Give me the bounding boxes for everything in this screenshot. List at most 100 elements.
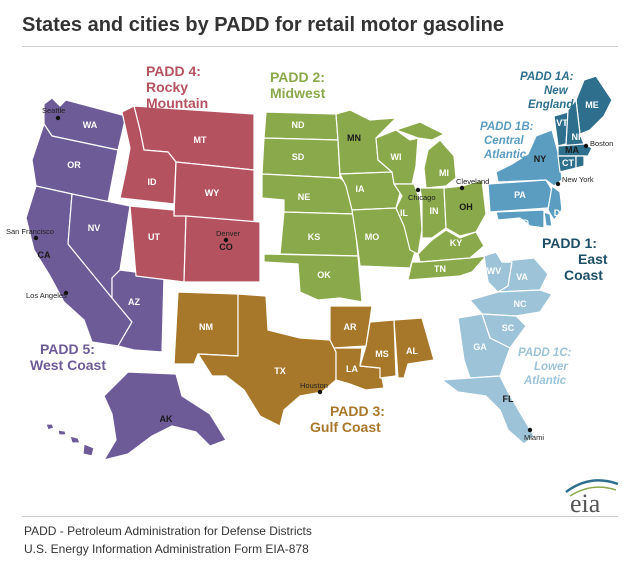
state-label-tn: TN bbox=[434, 264, 446, 274]
padd1b-label-line1: PADD 1B: bbox=[480, 121, 534, 133]
padd4-region: MT ID WY UT CO bbox=[119, 105, 261, 283]
eia-logo: eia bbox=[565, 479, 619, 518]
padd3-label-line2: Gulf Coast bbox=[310, 419, 381, 435]
city-dot-los-angeles bbox=[63, 290, 69, 296]
city-dot-boston bbox=[583, 143, 589, 149]
state-label-me: ME bbox=[585, 100, 599, 110]
state-label-ga: GA bbox=[473, 342, 487, 352]
state-ri bbox=[575, 155, 585, 169]
state-label-wv: WV bbox=[487, 266, 502, 276]
padd4-label-line1: PADD 4: bbox=[146, 63, 201, 79]
state-label-la: LA bbox=[346, 364, 358, 374]
state-de bbox=[543, 211, 553, 227]
state-label-oh: OH bbox=[459, 202, 473, 212]
padd1b-label-line3: Atlantic bbox=[483, 149, 527, 161]
state-label-ia: IA bbox=[356, 184, 366, 194]
state-label-ne: NE bbox=[298, 192, 311, 202]
state-az bbox=[111, 269, 165, 353]
city-dot-houston bbox=[317, 389, 323, 395]
state-label-mn: MN bbox=[347, 133, 361, 143]
padd1b-label-line2: Central bbox=[484, 135, 524, 147]
padd-map: WA OR NV CA AZ AK HI MT ID WY UT CO bbox=[6, 63, 619, 518]
state-label-wa: WA bbox=[83, 120, 98, 130]
city-label-houston: Houston bbox=[300, 381, 328, 390]
state-label-vt: VT bbox=[556, 118, 568, 128]
state-label-ky: KY bbox=[450, 238, 463, 248]
padd2-region: ND MN SD WI MI IA NE IL IN OH KS MO KY T… bbox=[261, 109, 487, 303]
page-title: States and cities by PADD for retail mot… bbox=[22, 14, 504, 36]
padd1b-region: NY PA NJ MD DE bbox=[487, 129, 574, 229]
state-il bbox=[393, 183, 423, 255]
padd4-label-line3: Mountain bbox=[146, 95, 208, 111]
padd-labels: PADD 4: Rocky Mountain PADD 2: Midwest P… bbox=[30, 63, 608, 435]
eia-logo-swoosh-icon bbox=[565, 479, 619, 494]
state-me bbox=[575, 75, 613, 135]
state-ut bbox=[129, 205, 187, 283]
state-label-nm: NM bbox=[199, 322, 213, 332]
city-label-seattle: Seattle bbox=[42, 106, 65, 115]
state-label-ca: CA bbox=[38, 250, 51, 260]
state-label-ma: MA bbox=[565, 145, 579, 155]
state-label-mt: MT bbox=[194, 135, 207, 145]
state-label-al: AL bbox=[406, 346, 418, 356]
state-label-tx: TX bbox=[274, 366, 286, 376]
state-label-nc: NC bbox=[514, 299, 527, 309]
state-label-in: IN bbox=[430, 206, 439, 216]
state-wi bbox=[375, 129, 419, 185]
city-label-new-york: New York bbox=[562, 175, 594, 184]
state-label-ok: OK bbox=[317, 270, 331, 280]
state-ma bbox=[557, 143, 593, 157]
state-label-ct: CT bbox=[562, 158, 574, 168]
city-dot-miami bbox=[527, 427, 533, 433]
state-label-nd: ND bbox=[292, 120, 305, 130]
state-label-mi: MI bbox=[439, 168, 449, 178]
state-label-ak: AK bbox=[160, 414, 173, 424]
padd2-label-line2: Midwest bbox=[270, 85, 326, 101]
state-label-ms: MS bbox=[375, 349, 389, 359]
state-label-fl: FL bbox=[503, 394, 514, 404]
state-co bbox=[183, 215, 261, 283]
state-label-id: ID bbox=[148, 177, 158, 187]
state-mi bbox=[395, 121, 457, 189]
state-label-ar: AR bbox=[344, 322, 357, 332]
state-ak bbox=[103, 371, 227, 461]
city-label-los-angeles: Los Angeles bbox=[26, 291, 67, 300]
state-label-co: CO bbox=[219, 242, 233, 252]
footer-divider bbox=[22, 516, 618, 517]
state-label-ut: UT bbox=[148, 232, 160, 242]
state-label-md: MD bbox=[515, 218, 529, 228]
state-label-ri: RI bbox=[586, 156, 595, 166]
padd1c-label-line2: Lower bbox=[534, 361, 568, 373]
padd4-label-line2: Rocky bbox=[146, 79, 188, 95]
state-al bbox=[393, 317, 435, 379]
state-label-az: AZ bbox=[128, 297, 140, 307]
footer-source: U.S. Energy Information Administration F… bbox=[24, 542, 309, 556]
city-dot-new-york bbox=[555, 181, 561, 187]
padd5-label-line2: West Coast bbox=[30, 357, 106, 373]
title-divider bbox=[22, 46, 618, 47]
state-label-nj: NJ bbox=[562, 188, 574, 198]
padd5-region: WA OR NV CA AZ AK HI bbox=[25, 97, 227, 461]
padd1a-region: ME VT NH MA CT RI bbox=[553, 75, 613, 173]
padd1a-label-line2: New bbox=[544, 85, 569, 97]
state-md bbox=[495, 209, 545, 229]
city-dot-san-francisco bbox=[33, 235, 39, 241]
state-ok bbox=[263, 253, 363, 303]
state-nc bbox=[469, 289, 553, 317]
eia-logo-swoosh-accent bbox=[569, 486, 617, 497]
state-tx bbox=[197, 293, 337, 427]
city-label-denver: Denver bbox=[216, 229, 241, 238]
padd1a-label-line1: PADD 1A: bbox=[520, 71, 574, 83]
state-label-sd: SD bbox=[292, 152, 305, 162]
state-label-wi: WI bbox=[391, 152, 402, 162]
state-label-wy: WY bbox=[205, 188, 220, 198]
city-dot-chicago bbox=[415, 187, 421, 193]
padd2-label-line1: PADD 2: bbox=[270, 69, 325, 85]
state-label-pa: PA bbox=[514, 190, 526, 200]
padd1-label-line2: East bbox=[578, 251, 608, 267]
state-label-de: DE bbox=[554, 208, 567, 218]
cities: Seattle San Francisco Los Angeles Denver… bbox=[6, 106, 613, 442]
padd1-label-line3: Coast bbox=[564, 267, 603, 283]
state-label-nh: NH bbox=[572, 132, 585, 142]
eia-logo-text: eia bbox=[570, 489, 601, 518]
